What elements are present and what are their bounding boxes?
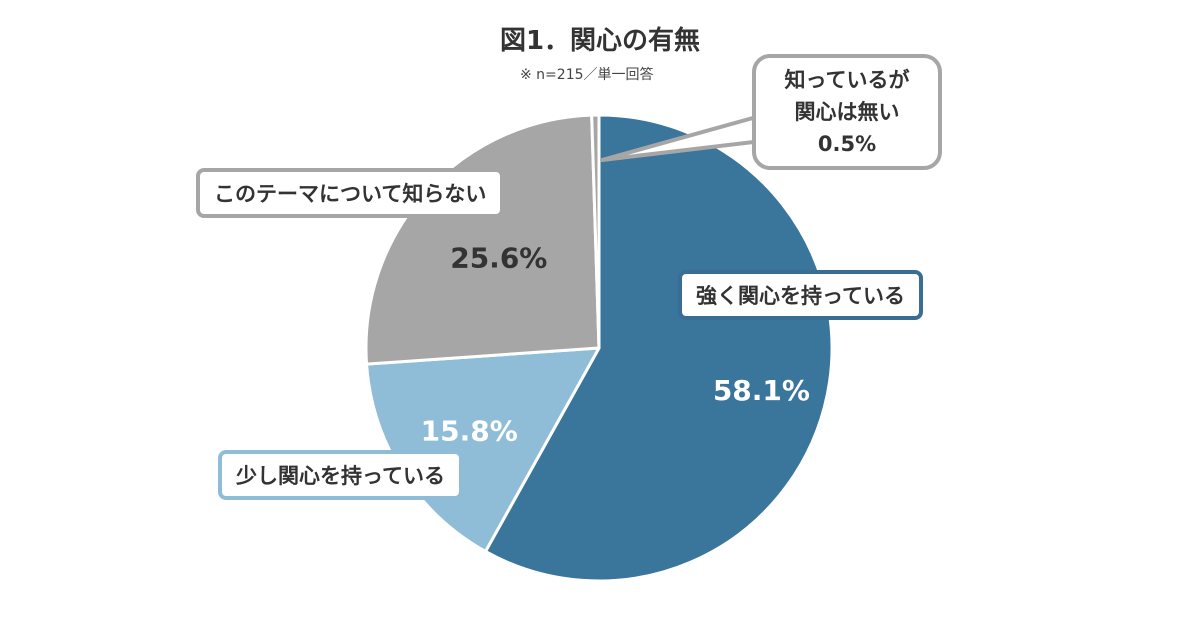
slice-value-label: 25.6%: [450, 241, 547, 274]
chart-title: 図1．関心の有無: [499, 26, 701, 56]
slice-value-label: 58.1%: [713, 374, 810, 407]
slice-value-label: 15.8%: [421, 414, 518, 447]
slice-no-interest: [590, 113, 601, 350]
callout-strong-interest: 強く関心を持っている: [678, 270, 923, 320]
callout-little-interest: 少し関心を持っている: [218, 450, 463, 500]
slice-unknown-topic: [364, 113, 601, 366]
callout-no-interest-value: 0.5%: [817, 132, 877, 156]
callout-no-interest-line1: 知っているが: [784, 68, 910, 92]
callout-no-interest-line2: 関心は無い: [794, 100, 900, 124]
callout-unknown-topic: このテーマについて知らない: [196, 168, 505, 218]
callout-no-interest: 知っているが 関心は無い 0.5%: [752, 54, 942, 170]
chart-note: ※ n=215／単一回答: [520, 67, 654, 83]
